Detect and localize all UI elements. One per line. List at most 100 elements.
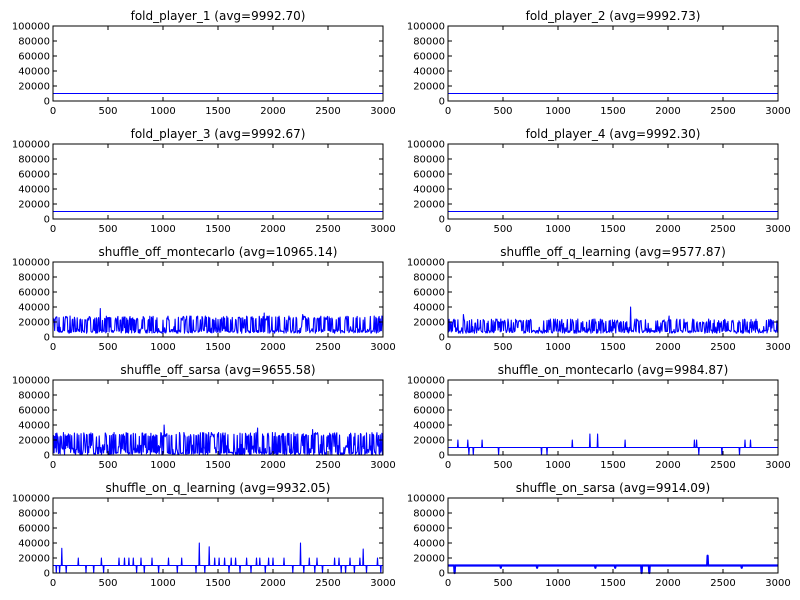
- plot-frame: [447, 25, 779, 102]
- y-tick-label: 40000: [18, 539, 50, 550]
- x-tick-label: 0: [50, 578, 56, 589]
- y-tick-label: 40000: [413, 185, 445, 196]
- y-tick-label: 60000: [413, 170, 445, 181]
- series-line: [52, 424, 384, 456]
- x-tick-label: 1000: [545, 106, 570, 117]
- y-tick-label: 80000: [18, 509, 50, 520]
- x-tick-label: 1500: [600, 578, 625, 589]
- x-tick-label: 1000: [545, 342, 570, 353]
- x-tick-label: 2000: [655, 460, 680, 471]
- x-tick-label: 0: [445, 224, 451, 235]
- x-tick-label: 3000: [765, 224, 790, 235]
- x-tick-label: 1000: [545, 578, 570, 589]
- y-tick-label: 0: [44, 569, 50, 580]
- plot-frame: [52, 143, 384, 220]
- y-tick-label: 40000: [18, 421, 50, 432]
- y-tick-label: 80000: [18, 391, 50, 402]
- series-line: [447, 306, 779, 334]
- x-tick-label: 2500: [315, 578, 340, 589]
- y-tick-label: 20000: [413, 82, 445, 93]
- subplot-1: fold_player_1 (avg=9992.70) 0 500 1000 1500 2…: [12, 9, 396, 117]
- x-tick-label: 1500: [600, 342, 625, 353]
- y-tick-label: 60000: [18, 170, 50, 181]
- y-tick-label: 20000: [413, 436, 445, 447]
- x-tick-label: 500: [98, 106, 117, 117]
- x-tick-label: 500: [493, 224, 512, 235]
- x-tick-label: 2500: [710, 342, 735, 353]
- x-tick-label: 3000: [370, 342, 395, 353]
- y-tick-label: 20000: [18, 436, 50, 447]
- y-tick-label: 20000: [413, 318, 445, 329]
- x-tick-label: 3000: [765, 578, 790, 589]
- plot-frame: [52, 497, 384, 574]
- x-tick-label: 1500: [205, 578, 230, 589]
- y-tick-label: 100000: [12, 140, 50, 151]
- y-tick-label: 60000: [413, 524, 445, 535]
- x-tick-label: 1500: [205, 224, 230, 235]
- y-tick-label: 100000: [407, 494, 445, 505]
- subplot-title: shuffle_off_q_learning (avg=9577.87): [500, 245, 726, 259]
- y-tick-label: 20000: [18, 82, 50, 93]
- x-tick-label: 1500: [205, 460, 230, 471]
- y-tick-label: 100000: [407, 140, 445, 151]
- x-tick-label: 3000: [765, 342, 790, 353]
- x-tick-label: 500: [98, 224, 117, 235]
- y-tick-label: 60000: [413, 406, 445, 417]
- x-tick-label: 500: [98, 578, 117, 589]
- x-tick-label: 1000: [150, 460, 175, 471]
- y-tick-label: 0: [439, 215, 445, 226]
- x-tick-label: 2000: [260, 460, 285, 471]
- x-tick-label: 1500: [600, 224, 625, 235]
- subplot-9: shuffle_on_q_learning (avg=9932.05) 0 500 1…: [12, 481, 396, 589]
- x-tick-label: 2000: [260, 342, 285, 353]
- subplot-7: shuffle_off_sarsa (avg=9655.58) 0 500 1000 1…: [12, 363, 396, 471]
- y-tick-label: 20000: [18, 554, 50, 565]
- x-tick-label: 2000: [655, 224, 680, 235]
- series-line: [448, 433, 778, 456]
- x-tick-label: 0: [50, 460, 56, 471]
- y-tick-label: 20000: [18, 200, 50, 211]
- x-tick-label: 500: [493, 460, 512, 471]
- x-tick-label: 2500: [710, 106, 735, 117]
- series-line: [52, 307, 384, 334]
- y-tick-label: 40000: [413, 67, 445, 78]
- y-tick-label: 40000: [18, 303, 50, 314]
- y-tick-label: 100000: [12, 258, 50, 269]
- x-tick-label: 0: [445, 460, 451, 471]
- subplot-10: shuffle_on_sarsa (avg=9914.09) 0 500 1000 15…: [407, 481, 791, 589]
- y-tick-label: 40000: [413, 539, 445, 550]
- y-tick-label: 100000: [12, 494, 50, 505]
- x-tick-label: 500: [493, 106, 512, 117]
- x-tick-label: 1000: [150, 224, 175, 235]
- series-line: [448, 554, 778, 575]
- y-tick-label: 60000: [18, 406, 50, 417]
- x-tick-label: 2000: [260, 106, 285, 117]
- y-tick-label: 80000: [18, 37, 50, 48]
- y-tick-label: 80000: [18, 273, 50, 284]
- subplot-title: fold_player_3 (avg=9992.67): [131, 127, 306, 141]
- y-tick-label: 80000: [413, 155, 445, 166]
- subplot-title: shuffle_off_sarsa (avg=9655.58): [120, 363, 315, 377]
- x-tick-label: 2000: [655, 578, 680, 589]
- y-tick-label: 40000: [18, 67, 50, 78]
- subplot-5: shuffle_off_montecarlo (avg=10965.14) 0 50…: [12, 245, 396, 353]
- subplot-title: fold_player_4 (avg=9992.30): [526, 127, 701, 141]
- x-tick-label: 1000: [545, 224, 570, 235]
- subplot-title: shuffle_on_montecarlo (avg=9984.87): [498, 363, 729, 377]
- y-tick-label: 0: [439, 97, 445, 108]
- x-tick-label: 2500: [315, 342, 340, 353]
- y-tick-label: 60000: [413, 52, 445, 63]
- x-tick-label: 2000: [655, 342, 680, 353]
- x-tick-label: 3000: [765, 460, 790, 471]
- x-tick-label: 0: [445, 342, 451, 353]
- y-tick-label: 100000: [407, 376, 445, 387]
- subplot-2: fold_player_2 (avg=9992.73) 0 500 1000 1500 2…: [407, 9, 791, 117]
- y-tick-label: 20000: [413, 554, 445, 565]
- x-tick-label: 2500: [710, 460, 735, 471]
- x-tick-label: 0: [50, 224, 56, 235]
- x-tick-label: 1000: [150, 106, 175, 117]
- subplot-title: fold_player_1 (avg=9992.70): [131, 9, 306, 23]
- x-tick-label: 2000: [260, 224, 285, 235]
- x-tick-label: 1500: [600, 460, 625, 471]
- x-tick-label: 1500: [600, 106, 625, 117]
